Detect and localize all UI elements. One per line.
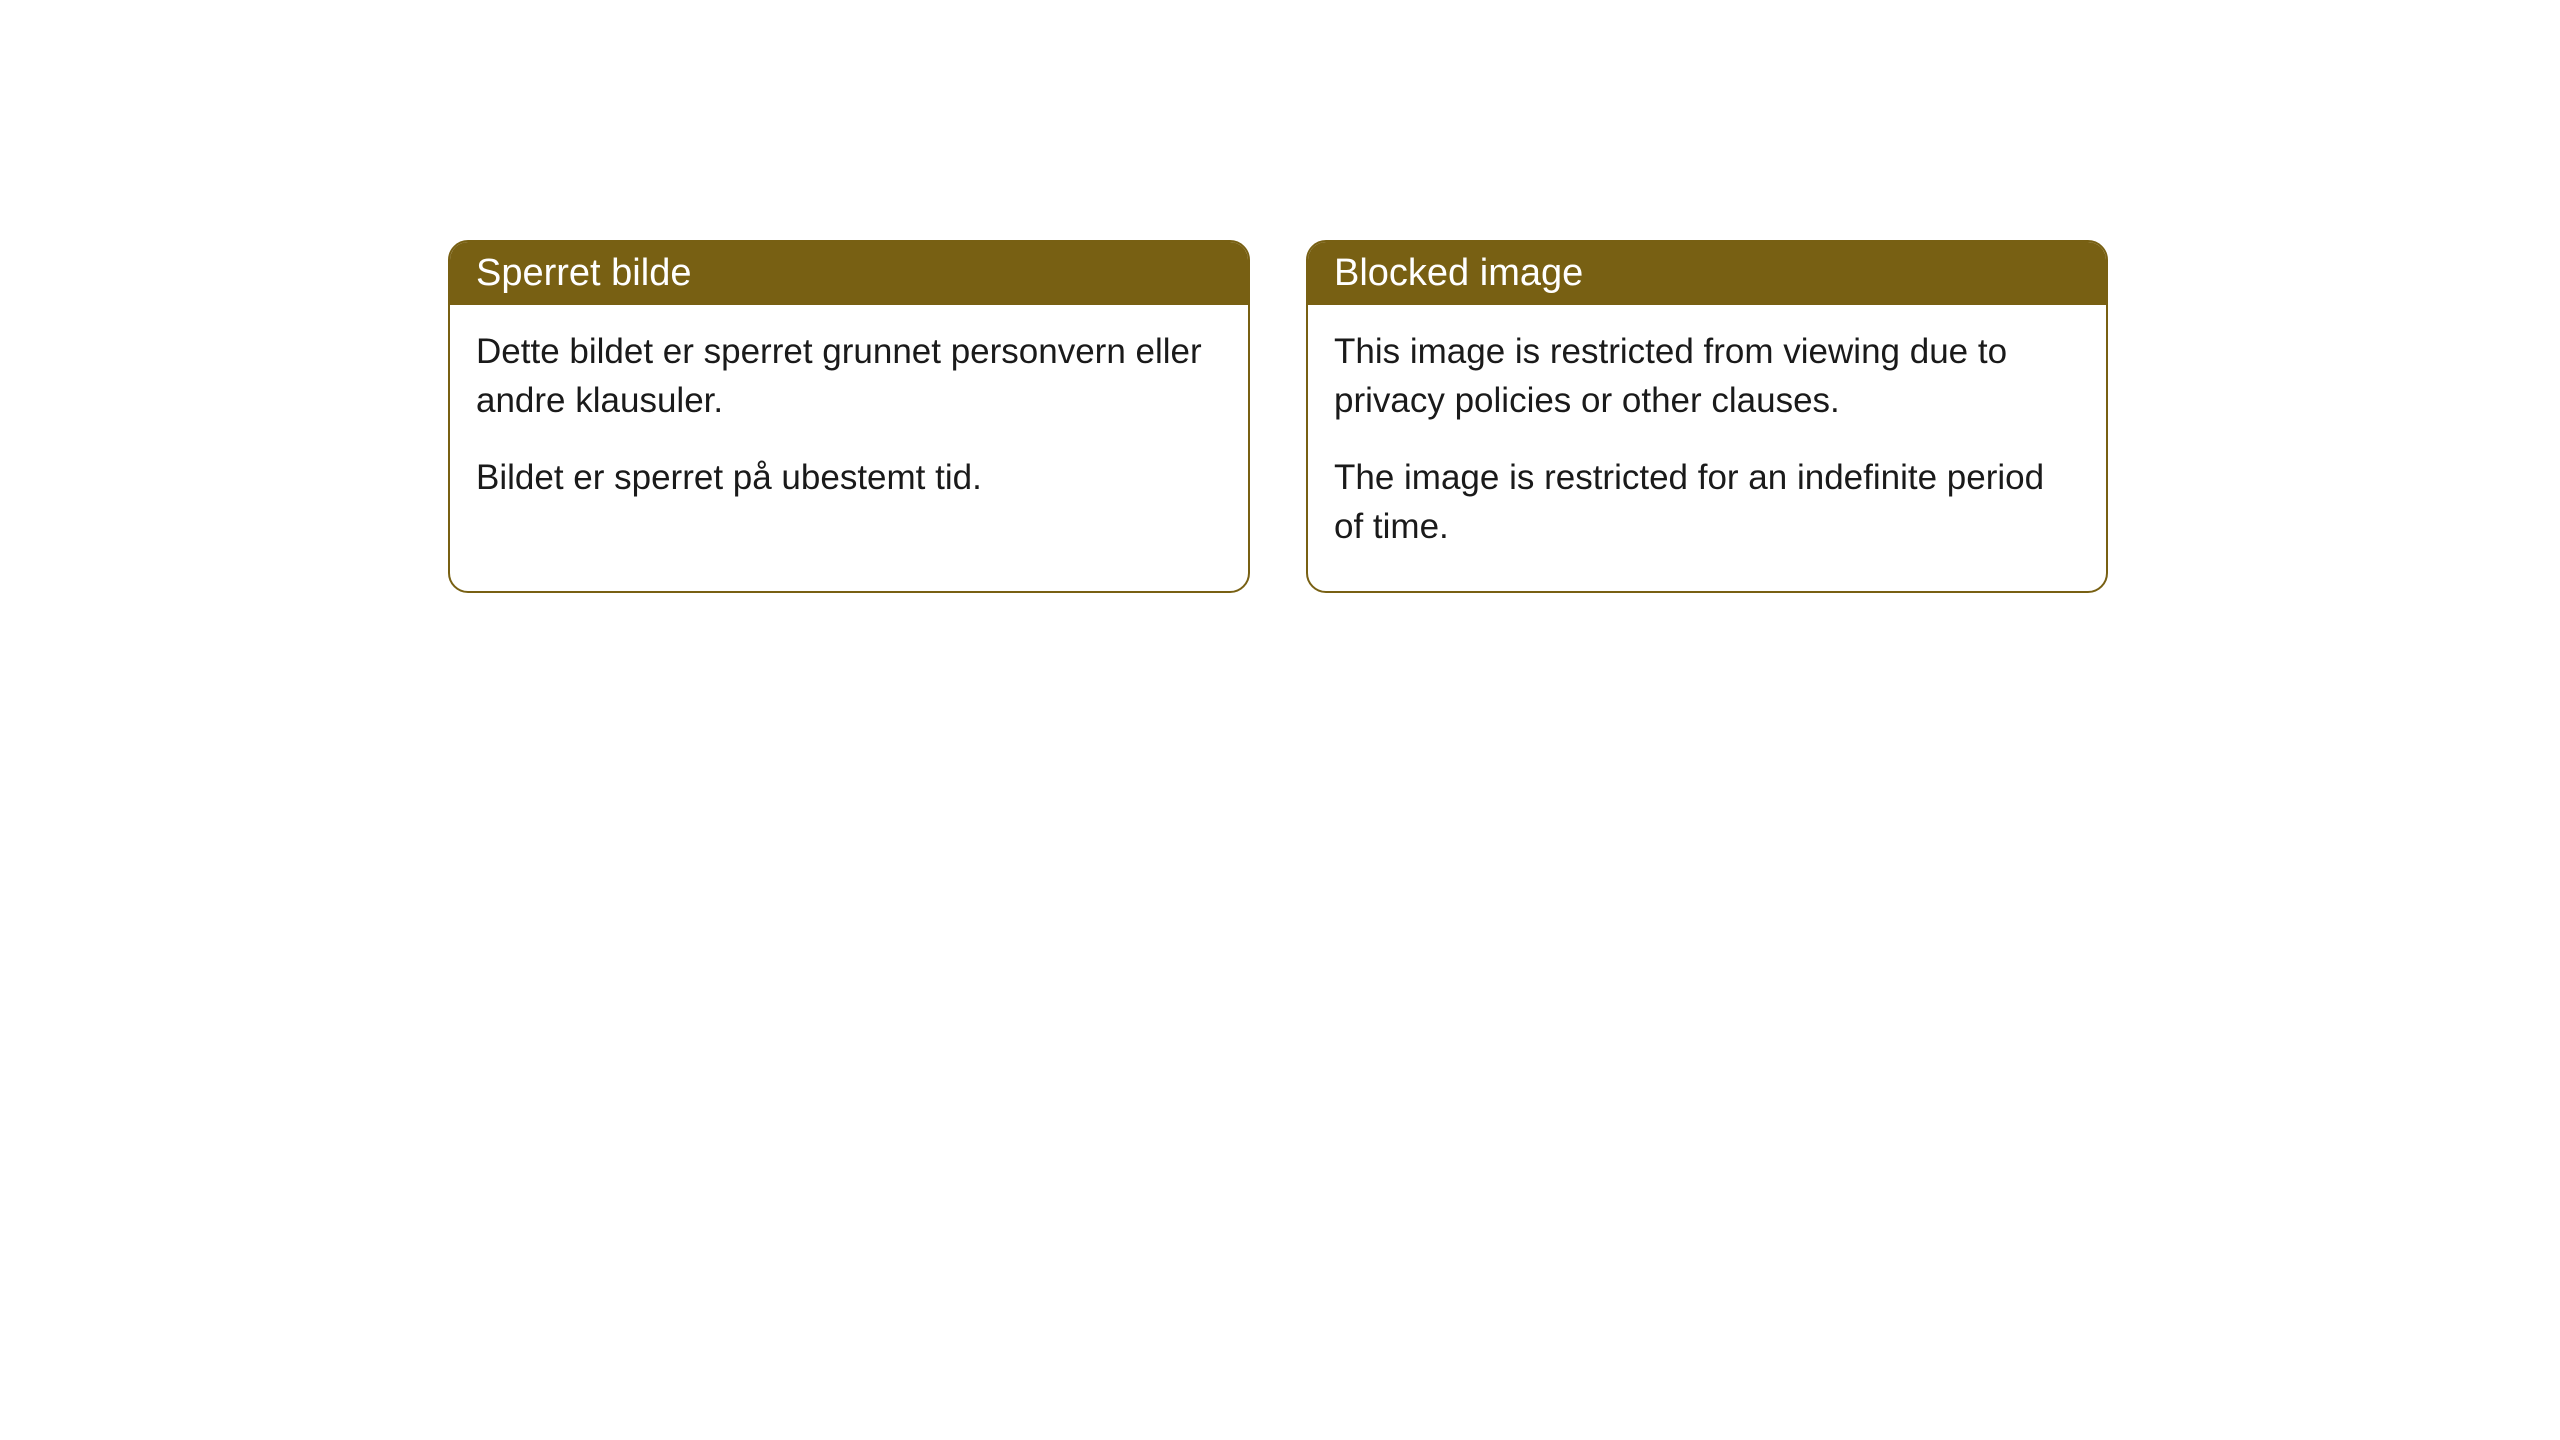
blocked-image-card-english: Blocked image This image is restricted f… xyxy=(1306,240,2108,593)
card-header: Sperret bilde xyxy=(450,242,1248,305)
card-title: Blocked image xyxy=(1334,252,1583,294)
card-body: This image is restricted from viewing du… xyxy=(1308,305,2106,591)
card-paragraph: The image is restricted for an indefinit… xyxy=(1334,453,2080,551)
card-paragraph: Bildet er sperret på ubestemt tid. xyxy=(476,453,1222,502)
card-title: Sperret bilde xyxy=(476,252,691,294)
card-header: Blocked image xyxy=(1308,242,2106,305)
card-paragraph: Dette bildet er sperret grunnet personve… xyxy=(476,327,1222,425)
card-paragraph: This image is restricted from viewing du… xyxy=(1334,327,2080,425)
blocked-image-card-norwegian: Sperret bilde Dette bildet er sperret gr… xyxy=(448,240,1250,593)
card-body: Dette bildet er sperret grunnet personve… xyxy=(450,305,1248,542)
notification-cards-container: Sperret bilde Dette bildet er sperret gr… xyxy=(448,240,2108,593)
